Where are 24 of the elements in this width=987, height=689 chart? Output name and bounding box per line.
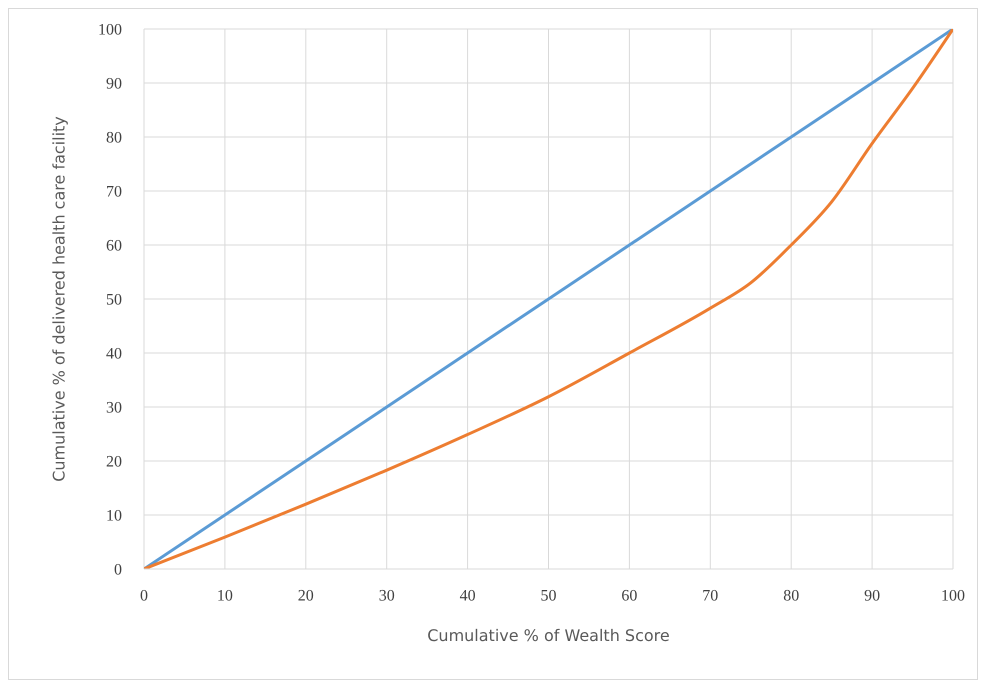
x-tick-label: 40 — [460, 587, 476, 604]
y-tick-label: 100 — [98, 22, 122, 39]
x-tick-label: 70 — [702, 587, 718, 604]
x-tick-label: 0 — [140, 587, 148, 604]
x-tick-label: 30 — [378, 587, 395, 604]
y-tick-label: 90 — [106, 76, 122, 93]
x-tick-label: 80 — [783, 587, 800, 604]
x-tick-label: 60 — [621, 587, 638, 604]
x-axis-title: Cumulative % of Wealth Score — [427, 626, 670, 645]
y-tick-label: 10 — [106, 508, 122, 525]
y-axis-title: Cumulative % of delivered health care facility — [50, 116, 69, 482]
y-tick-label: 20 — [106, 454, 122, 471]
x-tick-label: 20 — [298, 587, 314, 604]
x-tick-label: 10 — [216, 587, 233, 604]
y-tick-label: 0 — [114, 562, 122, 579]
x-tick-label: 90 — [864, 587, 880, 604]
y-tick-label: 80 — [106, 130, 122, 147]
y-tick-label: 70 — [106, 184, 122, 201]
y-tick-label: 50 — [106, 292, 122, 309]
y-tick-label: 60 — [106, 238, 122, 255]
x-tick-label: 100 — [941, 587, 965, 604]
y-tick-label: 30 — [106, 400, 122, 417]
y-tick-label: 40 — [106, 346, 122, 363]
x-tick-label: 50 — [540, 587, 556, 604]
